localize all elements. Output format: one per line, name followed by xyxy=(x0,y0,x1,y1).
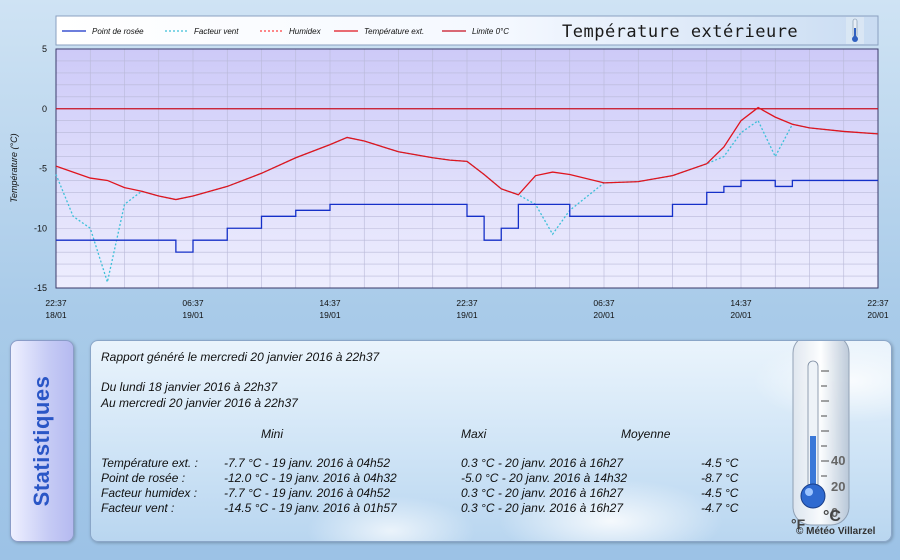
thermometer-icon xyxy=(846,17,864,44)
x-tick-date: 20/01 xyxy=(730,310,752,320)
legend-label-temperature: Température ext. xyxy=(364,27,424,36)
row-maxi: 0.3 °C - 20 janv. 2016 à 16h27 xyxy=(461,456,624,470)
x-tick-time: 14:37 xyxy=(319,298,341,308)
thermo-tick-label: 20 xyxy=(831,479,845,494)
row-moyenne: -8.7 °C xyxy=(701,471,739,485)
row-maxi: 0.3 °C - 20 janv. 2016 à 16h27 xyxy=(461,486,624,500)
statistics-tab[interactable]: Statistiques xyxy=(10,340,74,542)
copyright-label: © Météo Villarzel xyxy=(796,526,876,537)
x-tick-time: 22:37 xyxy=(867,298,889,308)
row-maxi: 0.3 °C - 20 janv. 2016 à 16h27 xyxy=(461,501,624,515)
series-dewpoint xyxy=(56,179,878,253)
row-mini: -7.7 °C - 19 janv. 2016 à 04h52 xyxy=(224,456,391,470)
legend-label-humidex: Humidex xyxy=(289,27,322,36)
legend-label-dewpoint: Point de rosée xyxy=(92,27,144,36)
thermo-unit-f: °F xyxy=(791,516,806,532)
x-tick-time: 22:37 xyxy=(45,298,67,308)
legend-label-wind: Facteur vent xyxy=(194,27,239,36)
y-tick-label: -15 xyxy=(34,283,47,293)
x-tick-time: 06:37 xyxy=(593,298,615,308)
y-axis-label: Température (°C) xyxy=(9,133,19,202)
x-tick-time: 14:37 xyxy=(730,298,752,308)
y-tick-label: 5 xyxy=(42,44,47,54)
series-group xyxy=(55,106,879,285)
legend-label-limit: Limite 0°C xyxy=(472,27,509,36)
y-tick-label: -5 xyxy=(39,164,47,174)
header-moyenne: Moyenne xyxy=(621,427,671,441)
y-tick-label: -10 xyxy=(34,223,47,233)
x-axis-ticks: 22:37 18/01 06:37 19/01 14:37 19/01 22:37 19/01… xyxy=(45,298,889,320)
period-to: Au mercredi 20 janvier 2016 à 22h37 xyxy=(101,396,298,410)
row-label: Facteur vent : xyxy=(101,501,175,515)
x-tick-time: 22:37 xyxy=(456,298,478,308)
row-maxi: -5.0 °C - 20 janv. 2016 à 14h32 xyxy=(461,471,628,485)
thermometer-illustration: 40 20 0 °F °C xyxy=(791,341,850,532)
row-mini: -7.7 °C - 19 janv. 2016 à 04h52 xyxy=(224,486,391,500)
y-axis-ticks: -15 -10 -5 0 5 xyxy=(34,44,47,293)
y-tick-label: 0 xyxy=(42,104,47,114)
temperature-chart: -15 -10 -5 0 5 22:37 18/01 06:37 19/01 14:37 19/0… xyxy=(9,15,889,320)
statistics-panel: 40 20 0 °F °C Rapport généré le mercredi… xyxy=(90,340,892,542)
plot-frame xyxy=(55,48,879,289)
series-temperature xyxy=(55,106,879,201)
chart-title: Température extérieure xyxy=(562,22,798,42)
x-tick-date: 18/01 xyxy=(45,310,67,320)
row-mini: -12.0 °C - 19 janv. 2016 à 04h32 xyxy=(224,471,397,485)
header-mini: Mini xyxy=(261,427,284,441)
row-moyenne: -4.7 °C xyxy=(701,501,739,515)
legend-box xyxy=(55,15,879,46)
row-label: Température ext. : xyxy=(101,456,198,470)
row-moyenne: -4.5 °C xyxy=(701,486,739,500)
thermo-unit-c: °C xyxy=(823,508,841,525)
header-maxi: Maxi xyxy=(461,427,487,441)
x-tick-time: 06:37 xyxy=(182,298,204,308)
row-mini: -14.5 °C - 19 janv. 2016 à 01h57 xyxy=(224,501,397,515)
period-from: Du lundi 18 janvier 2016 à 22h37 xyxy=(101,380,278,394)
x-tick-date: 20/01 xyxy=(593,310,615,320)
x-tick-date: 20/01 xyxy=(867,310,889,320)
x-tick-date: 19/01 xyxy=(182,310,204,320)
statistics-tab-label: Statistiques xyxy=(29,375,54,507)
x-tick-date: 19/01 xyxy=(319,310,341,320)
row-moyenne: -4.5 °C xyxy=(701,456,739,470)
x-tick-date: 19/01 xyxy=(456,310,478,320)
row-label: Facteur humidex : xyxy=(101,486,198,500)
row-label: Point de rosée : xyxy=(101,471,186,485)
thermo-tick-label: 40 xyxy=(831,453,845,468)
report-generated: Rapport généré le mercredi 20 janvier 20… xyxy=(101,350,380,364)
thermo-tick-label: 0 xyxy=(831,505,838,520)
